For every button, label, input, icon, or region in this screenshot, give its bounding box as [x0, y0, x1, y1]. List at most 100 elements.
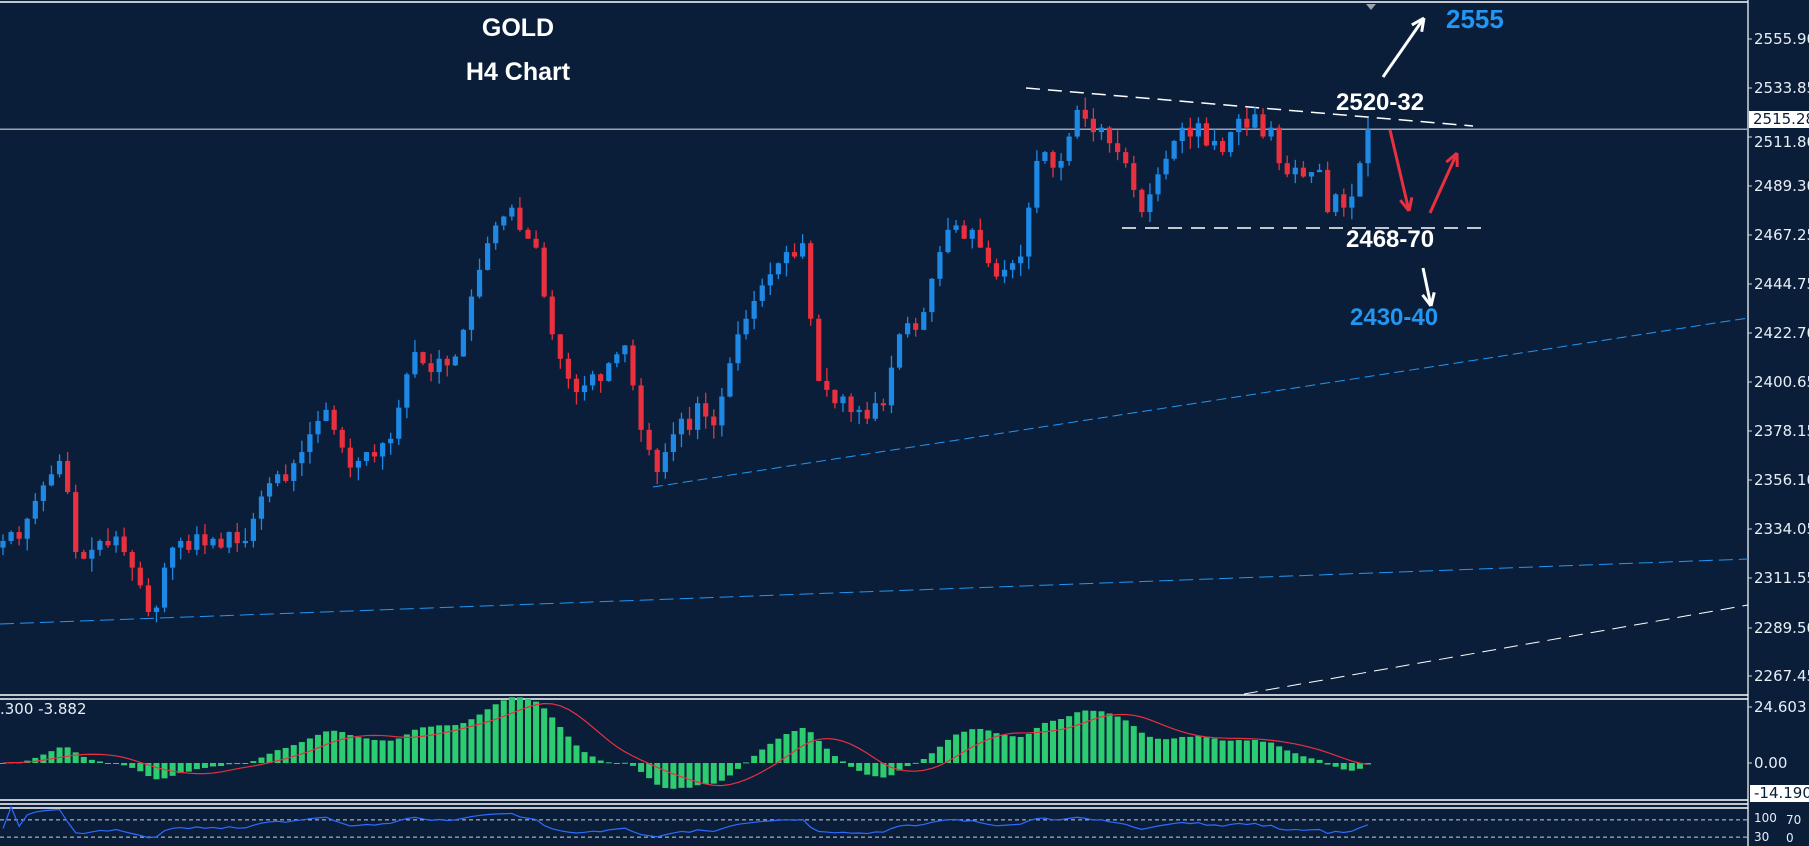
- candle-body: [832, 389, 838, 404]
- target-down-label: 2430-40: [1350, 304, 1439, 331]
- candle-body: [1058, 160, 1064, 168]
- candle-body: [872, 403, 878, 419]
- macd-bar: [452, 725, 459, 763]
- macd-bar: [1001, 735, 1008, 763]
- macd-bar: [355, 737, 362, 763]
- candle-body: [468, 296, 475, 330]
- candle-body: [234, 532, 240, 544]
- macd-bar: [323, 731, 330, 763]
- macd-bar: [557, 727, 564, 763]
- macd-bar: [573, 745, 580, 763]
- candle-body: [1171, 140, 1177, 159]
- candle-body: [1300, 167, 1306, 177]
- candle-body: [218, 538, 224, 548]
- macd-bar: [72, 752, 79, 763]
- macd-bar: [250, 761, 257, 763]
- candle-body: [808, 243, 814, 319]
- macd-bar: [1074, 712, 1081, 763]
- macd-bar: [961, 731, 968, 763]
- macd-bar: [1332, 763, 1339, 767]
- candle-body: [969, 229, 975, 239]
- candle-body: [557, 334, 563, 359]
- macd-bar: [823, 748, 830, 763]
- macd-bar: [1033, 727, 1040, 763]
- candle-body: [606, 363, 612, 381]
- candle-body: [371, 452, 378, 457]
- macd-bar: [815, 740, 822, 763]
- macd-tick: 0.00: [1754, 754, 1788, 772]
- candle-body: [937, 252, 943, 279]
- macd-bar: [121, 763, 128, 766]
- candle-body: [89, 549, 95, 559]
- macd-bar: [420, 727, 426, 763]
- macd-bar: [1106, 713, 1113, 763]
- candle-body: [622, 345, 628, 355]
- candle-body: [1179, 127, 1185, 141]
- macd-bar: [460, 723, 467, 763]
- candle-body: [412, 352, 418, 375]
- candle-body: [703, 403, 709, 417]
- candle-body: [501, 216, 507, 226]
- macd-bar: [904, 763, 911, 766]
- candle-body: [347, 447, 353, 468]
- macd-bar: [888, 763, 895, 776]
- candle-body: [1268, 127, 1274, 137]
- candle-body: [388, 438, 394, 444]
- candle-body: [775, 263, 781, 275]
- macd-bar: [64, 747, 71, 763]
- macd-bar: [864, 763, 871, 775]
- macd-bar: [1187, 736, 1194, 763]
- candle-body: [905, 323, 911, 335]
- candle-body: [1131, 163, 1137, 190]
- candle-body: [1211, 140, 1218, 146]
- candle-body: [614, 354, 620, 364]
- macd-bar: [856, 763, 863, 771]
- candle-body: [1333, 194, 1339, 213]
- macd-bar: [589, 756, 596, 763]
- candle-body: [670, 434, 676, 453]
- chart-subtitle: H4 Chart: [465, 58, 571, 86]
- macd-bar: [387, 740, 394, 763]
- candle-body: [1090, 118, 1096, 133]
- candle-body: [48, 474, 55, 486]
- candle-body: [1195, 123, 1201, 137]
- macd-bar: [807, 732, 814, 763]
- y-tick: 2400.65: [1754, 373, 1809, 391]
- y-tick: 2489.30: [1754, 177, 1809, 195]
- macd-bar: [80, 756, 87, 763]
- candle-body: [1106, 127, 1113, 144]
- candle-body: [97, 540, 103, 550]
- candle-body: [202, 534, 208, 546]
- candle-body: [1252, 114, 1258, 128]
- macd-bar: [1300, 756, 1307, 763]
- candle-body: [8, 532, 14, 541]
- macd-bar: [718, 763, 725, 781]
- macd-bar: [331, 730, 338, 763]
- macd-bar: [1268, 742, 1275, 763]
- macd-bar: [201, 763, 208, 768]
- candle-body: [420, 352, 426, 364]
- y-tick: 2555.90: [1754, 30, 1809, 48]
- candle-body: [856, 409, 862, 413]
- macd-bar: [395, 738, 402, 763]
- macd-bar: [783, 734, 790, 763]
- candle-body: [444, 358, 450, 366]
- candle-body: [485, 243, 491, 270]
- candle-body: [1050, 152, 1056, 168]
- macd-bar: [1235, 740, 1242, 763]
- candle-body: [145, 585, 151, 613]
- macd-bar: [242, 763, 249, 764]
- macd-bar: [177, 763, 184, 774]
- candle-body: [186, 540, 192, 550]
- candle-body: [404, 374, 410, 408]
- macd-bar: [1122, 720, 1129, 763]
- macd-bar: [759, 749, 766, 763]
- candle-body: [331, 409, 337, 430]
- candle-body: [573, 378, 580, 393]
- macd-bar: [428, 726, 435, 763]
- candle-body: [993, 263, 1000, 277]
- macd-bar: [137, 763, 144, 772]
- long-trendline: [0, 558, 1749, 625]
